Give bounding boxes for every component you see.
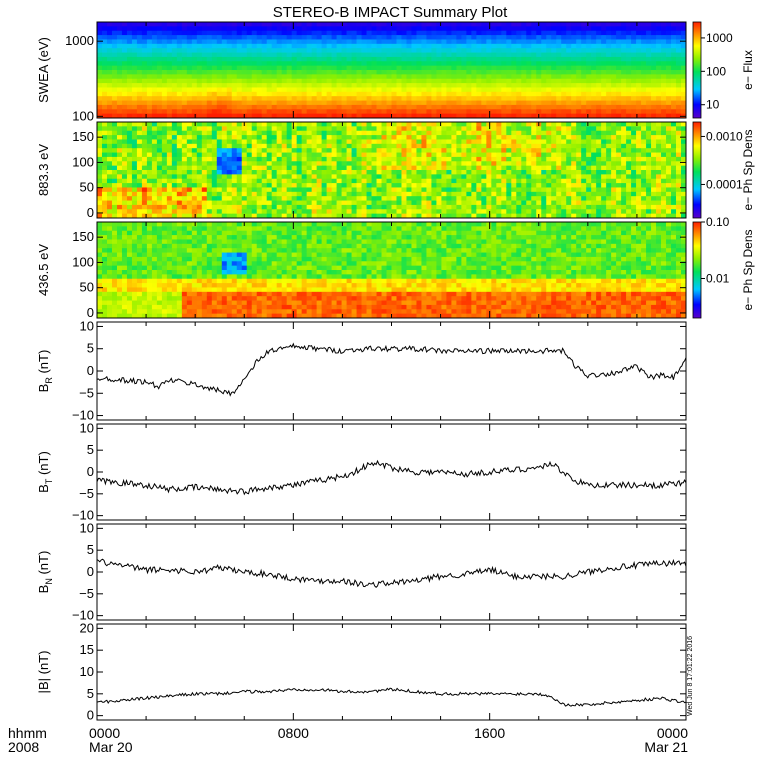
y-tick-label: 5 [87,442,94,457]
y-tick-label: 100 [72,254,94,269]
panel-bn: −10 −5 0 5 10 BN (nT) [36,520,687,623]
y-tick-label: −10 [72,608,94,623]
y-axis-label: BN (nT) [36,551,54,594]
trace-bmag [96,687,687,707]
frame-bt [96,423,687,521]
y-tick-label: 50 [80,280,94,295]
panel-bt: −10 −5 0 5 10 BT (nT) [36,420,687,523]
y-tick-label: 0 [87,564,94,579]
y-tick-label: 5 [87,686,94,701]
colorbar-tick-label: 0.10 [706,215,730,229]
y-tick-label: 1000 [65,33,94,48]
plot-title: STEREO-B IMPACT Summary Plot [273,4,508,21]
y-tick-label: 10 [80,664,94,679]
colorbar-tick-label: 100 [706,64,726,78]
time-tick-label: 0000 [657,725,688,741]
frame-bmag [96,623,687,721]
colorbar-label: e− Ph Sp Dens [741,229,755,310]
hhmm-label: hhmm [8,725,47,741]
time-tick-label: 0800 [278,725,309,741]
y-tick-label: 15 [80,642,94,657]
y-tick-label: 20 [80,620,94,635]
colorbar-swea: 10 100 1000 e− Flux [692,21,755,119]
colorbar-tick-label: 10 [706,98,720,112]
colorbar-tick-label: 1000 [706,31,733,45]
time-date-label: Mar 21 [644,739,688,755]
colorbar-label: e− Ph Sp Dens [741,129,755,210]
colorbar-tick-label: 0.01 [706,272,730,286]
y-tick-label: 50 [80,180,94,195]
y-tick-label: 100 [72,154,94,169]
colorbar-scale [692,21,702,119]
colorbar-scale [692,121,702,219]
time-date-label: Mar 20 [89,739,133,755]
y-tick-label: −10 [72,408,94,423]
colorbar-pad436: 0.01 0.10 e− Ph Sp Dens [692,215,755,319]
trace-bt [96,459,687,496]
time-tick-label: 0000 [89,725,120,741]
y-tick-label: 150 [72,129,94,144]
y-tick-label: 10 [80,520,94,535]
y-tick-label: 10 [80,420,94,435]
colorbar-tick-label: 0.0010 [706,129,743,143]
y-tick-label: 10 [80,318,94,333]
y-axis-label: 883.3 eV [36,144,51,196]
colorbar-label: e− Flux [741,50,755,90]
y-axis-label: BR (nT) [36,350,54,393]
y-tick-label: 0 [87,305,94,320]
run-timestamp: Wed Jun 8 17:01:22 2016 [687,636,694,716]
colorbar-scale [692,221,702,319]
y-axis-label: SWEA (eV) [36,37,51,103]
y-tick-label: 5 [87,542,94,557]
time-tick-label: 1600 [474,725,505,741]
trace-br [96,342,687,397]
panel-swea: 10 100 1000 e− Flux 100 1000 SWEA (eV) [36,21,755,123]
trace-bn [96,558,687,588]
y-tick-label: 100 [72,108,94,123]
colorbar-tick-label: 0.0001 [706,177,743,191]
y-tick-label: −5 [79,486,94,501]
y-tick-label: 5 [87,341,94,356]
panel-br: −10 −5 0 5 10 BR (nT) [36,318,687,423]
y-axis-label: 436.5 eV [36,244,51,296]
y-tick-label: 0 [87,708,94,723]
y-tick-label: 0 [87,205,94,220]
y-tick-label: 0 [87,464,94,479]
y-tick-label: 150 [72,229,94,244]
y-axis-label: BT (nT) [36,451,54,493]
panel-pad436: 0.01 0.10 e− Ph Sp Dens 0 50 100 150 436.5 eV [36,215,755,320]
y-tick-label: −10 [72,508,94,523]
y-tick-label: −5 [79,586,94,601]
y-tick-label: −5 [79,385,94,400]
frame-br [96,321,687,421]
y-tick-label: 0 [87,363,94,378]
y-axis-label: |B| (nT) [36,651,51,694]
year-label: 2008 [8,739,39,755]
panel-bmag: 0 5 10 15 20 |B| (nT) [36,620,687,723]
